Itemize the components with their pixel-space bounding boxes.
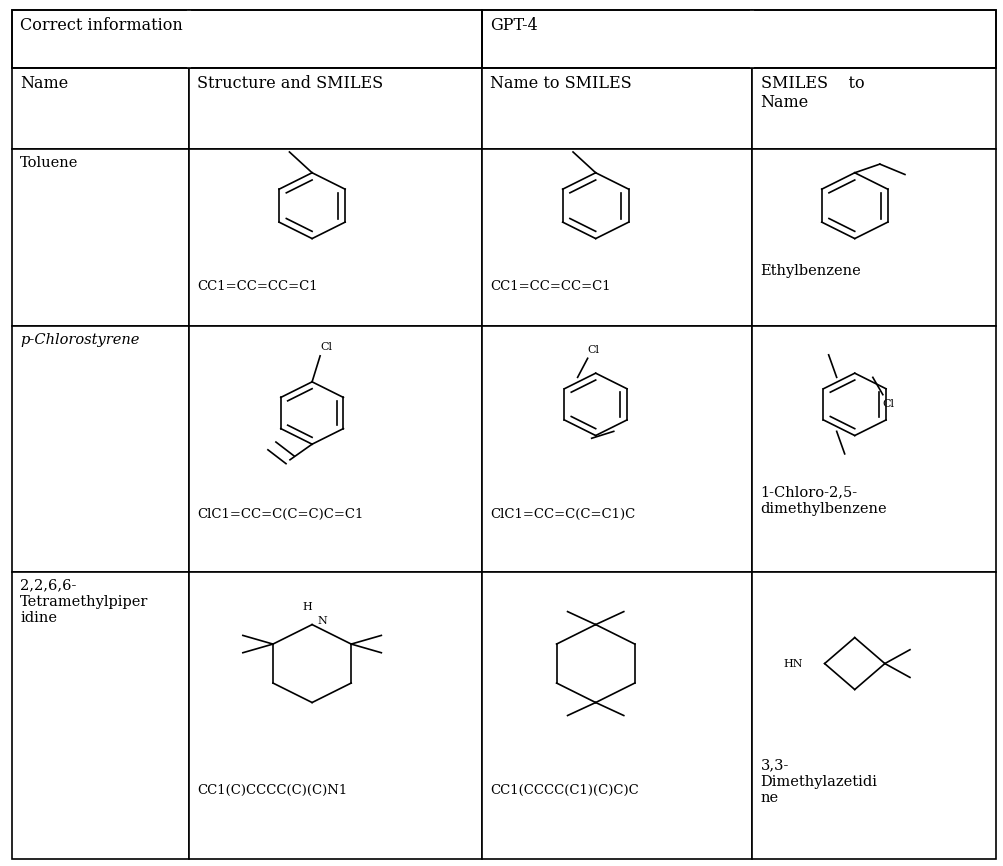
- Bar: [481, 572, 751, 859]
- Bar: [12, 10, 189, 68]
- Text: 2,2,6,6-
Tetramethylpiper
idine: 2,2,6,6- Tetramethylpiper idine: [20, 578, 148, 625]
- Text: N: N: [317, 616, 327, 626]
- Text: CC1=CC=CC=C1: CC1=CC=CC=C1: [489, 280, 610, 293]
- Bar: [481, 10, 751, 68]
- Bar: [189, 572, 481, 859]
- Bar: [751, 68, 995, 149]
- Bar: [751, 326, 995, 572]
- Text: CC1(C)CCCC(C)(C)N1: CC1(C)CCCC(C)(C)N1: [197, 785, 347, 798]
- Bar: [481, 68, 751, 149]
- Bar: [12, 326, 189, 572]
- Bar: [751, 149, 995, 326]
- Bar: [189, 10, 481, 68]
- Text: Correct information: Correct information: [20, 17, 183, 35]
- Text: Toluene: Toluene: [20, 156, 78, 170]
- Bar: [751, 10, 995, 68]
- Text: Ethylbenzene: Ethylbenzene: [759, 264, 861, 278]
- Text: CC1=CC=CC=C1: CC1=CC=CC=C1: [197, 280, 317, 293]
- Bar: [189, 149, 481, 326]
- Text: Name: Name: [20, 74, 68, 92]
- Text: SMILES    to
Name: SMILES to Name: [759, 74, 864, 112]
- Text: 3,3-
Dimethylazetidi
ne: 3,3- Dimethylazetidi ne: [759, 759, 877, 805]
- Bar: [481, 149, 751, 326]
- Text: Cl: Cl: [587, 345, 599, 355]
- Bar: [189, 68, 481, 149]
- Bar: [12, 572, 189, 859]
- Text: Structure and SMILES: Structure and SMILES: [197, 74, 383, 92]
- Bar: [481, 326, 751, 572]
- Bar: [12, 68, 189, 149]
- Text: p-Chlorostyrene: p-Chlorostyrene: [20, 333, 139, 346]
- Bar: [12, 149, 189, 326]
- Text: Cl: Cl: [882, 399, 894, 409]
- Text: ClC1=CC=C(C=C)C=C1: ClC1=CC=C(C=C)C=C1: [197, 507, 363, 520]
- Text: GPT-4: GPT-4: [489, 17, 538, 35]
- Text: HN: HN: [782, 658, 801, 669]
- Bar: [751, 572, 995, 859]
- Text: Cl: Cl: [320, 342, 332, 352]
- Bar: [481, 10, 995, 68]
- Text: ClC1=CC=C(C=C1)C: ClC1=CC=C(C=C1)C: [489, 507, 635, 520]
- Bar: [189, 326, 481, 572]
- Bar: [12, 10, 481, 68]
- Text: 1-Chloro-2,5-
dimethylbenzene: 1-Chloro-2,5- dimethylbenzene: [759, 486, 887, 515]
- Text: H: H: [302, 603, 312, 612]
- Text: CC1(CCCC(C1)(C)C)C: CC1(CCCC(C1)(C)C)C: [489, 785, 638, 798]
- Text: Name to SMILES: Name to SMILES: [489, 74, 631, 92]
